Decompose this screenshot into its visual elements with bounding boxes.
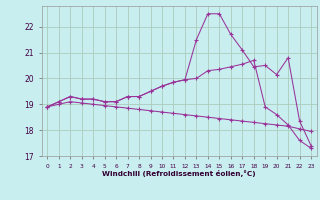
X-axis label: Windchill (Refroidissement éolien,°C): Windchill (Refroidissement éolien,°C) bbox=[102, 170, 256, 177]
